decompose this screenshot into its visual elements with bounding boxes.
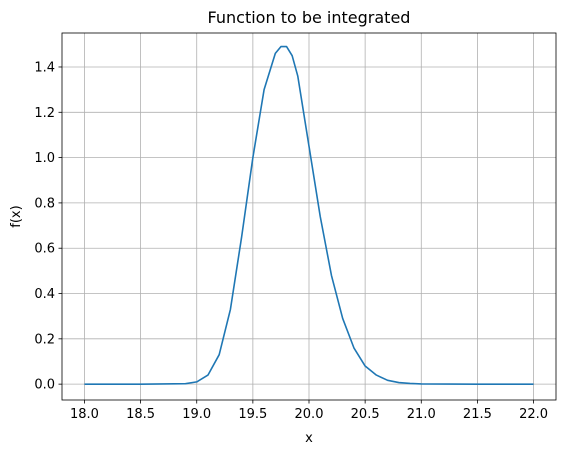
y-tick-label: 0.4 xyxy=(34,287,55,302)
x-tick-label: 19.5 xyxy=(238,407,267,422)
y-axis-label: f(x) xyxy=(9,205,24,227)
y-tick-label: 0.2 xyxy=(34,332,55,347)
x-tick-label: 22.0 xyxy=(519,407,548,422)
y-tick-label: 1.4 xyxy=(34,60,55,75)
y-tick-label: 0.8 xyxy=(34,196,55,211)
series-line xyxy=(84,45,534,385)
x-tick-label: 20.5 xyxy=(351,407,380,422)
y-tick-label: 1.2 xyxy=(34,106,55,121)
y-tick-label: 1.0 xyxy=(34,151,55,166)
x-axis-label: x xyxy=(305,431,313,446)
x-tick-label: 21.0 xyxy=(407,407,436,422)
x-tick-label: 19.0 xyxy=(182,407,211,422)
y-tick-label: 0.6 xyxy=(34,242,55,257)
y-axis: 0.0 0.2 0.4 0.6 0.8 1.0 1.2 1.4 xyxy=(34,60,62,393)
x-tick-label: 18.5 xyxy=(126,407,155,422)
series-layer xyxy=(84,45,534,385)
y-tick-label: 0.0 xyxy=(34,378,55,393)
x-tick-label: 18.0 xyxy=(70,407,99,422)
x-tick-label: 20.0 xyxy=(295,407,324,422)
x-tick-label: 21.5 xyxy=(463,407,492,422)
grid xyxy=(62,33,556,400)
chart-title: Function to be integrated xyxy=(208,8,411,27)
x-axis: 18.0 18.5 19.0 19.5 20.0 20.5 21.0 21.5 22.0 xyxy=(70,400,548,422)
